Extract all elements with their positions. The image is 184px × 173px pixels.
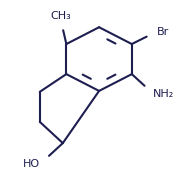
Text: Br: Br bbox=[157, 27, 169, 37]
Text: HO: HO bbox=[23, 159, 40, 169]
Text: CH₃: CH₃ bbox=[51, 11, 71, 21]
Text: NH₂: NH₂ bbox=[153, 89, 174, 99]
